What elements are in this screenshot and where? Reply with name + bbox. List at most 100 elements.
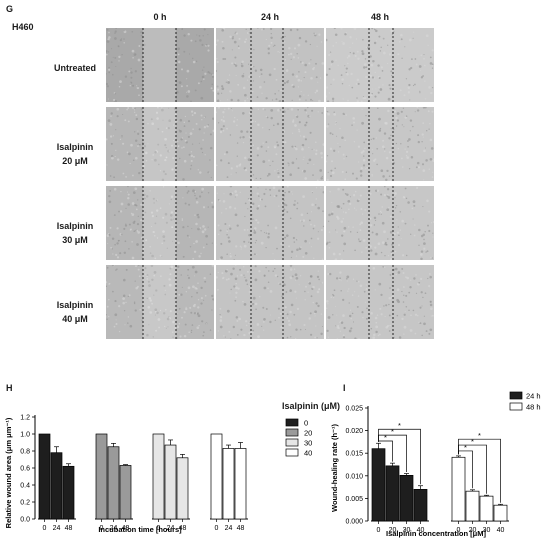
cell-speck [304, 40, 308, 43]
cell-speck [313, 163, 315, 165]
cell-speck [259, 68, 263, 72]
cell-speck [388, 314, 391, 317]
cell-speck [292, 119, 295, 121]
cell-speck [152, 230, 155, 234]
cell-speck [183, 125, 186, 127]
cell-speck [227, 236, 230, 239]
cell-speck [169, 310, 172, 313]
cell-speck [349, 46, 351, 49]
wound-micrograph [326, 107, 434, 181]
cell-speck [229, 35, 232, 39]
cell-speck [312, 67, 315, 71]
cell-speck [230, 107, 232, 110]
cell-speck [267, 287, 269, 290]
cell-speck [136, 222, 140, 226]
cell-speck [127, 196, 130, 200]
cell-speck [407, 91, 411, 94]
cell-speck [255, 308, 257, 311]
cell-speck [209, 159, 211, 161]
cell-speck [328, 92, 331, 94]
cell-speck [359, 284, 363, 288]
cell-speck [110, 246, 112, 249]
cell-speck [411, 207, 414, 210]
cell-speck [431, 64, 434, 67]
cell-speck [425, 159, 428, 162]
cell-speck [336, 135, 338, 137]
cell-speck [321, 281, 324, 284]
chart-h-legend-swatch [285, 418, 299, 427]
cell-speck [406, 156, 409, 159]
cell-speck [229, 192, 233, 196]
cell-speck [139, 308, 142, 311]
cell-speck [393, 88, 395, 90]
cell-speck [329, 174, 333, 178]
cell-speck [401, 267, 404, 270]
cell-speck [430, 256, 432, 259]
cell-speck [201, 75, 205, 79]
cell-speck [231, 62, 234, 65]
cell-speck [304, 63, 307, 67]
cell-speck [161, 107, 163, 109]
cell-speck [189, 306, 192, 309]
cell-speck [300, 61, 302, 63]
cell-speck [224, 57, 227, 61]
cell-speck [119, 39, 122, 42]
cell-speck [243, 266, 245, 268]
cell-speck [295, 279, 297, 281]
cell-speck [365, 284, 367, 286]
cell-speck [211, 205, 214, 209]
cell-speck [106, 164, 108, 166]
cell-speck [363, 290, 366, 293]
cell-speck [327, 303, 329, 305]
cell-speck [149, 311, 153, 314]
cell-speck [356, 231, 359, 234]
cell-speck [379, 307, 382, 310]
cell-speck [378, 129, 382, 132]
cell-speck [235, 165, 239, 168]
cell-speck [428, 86, 431, 89]
cell-speck [265, 232, 268, 234]
cell-speck [431, 49, 434, 52]
cell-speck [302, 195, 305, 198]
cell-speck [291, 145, 294, 148]
chart-h-ytick-label: 0.4 [20, 483, 30, 490]
cell-speck [280, 37, 283, 40]
cell-speck [304, 252, 308, 255]
cell-speck [406, 140, 409, 142]
cell-speck [187, 190, 190, 193]
cell-speck [419, 69, 421, 71]
cell-speck [254, 69, 258, 72]
cell-speck [389, 324, 391, 327]
cell-speck [429, 328, 433, 332]
cell-speck [310, 223, 312, 226]
cell-speck [250, 211, 253, 214]
cell-speck [235, 265, 237, 266]
cell-speck [326, 95, 328, 98]
cell-speck [432, 159, 434, 163]
cell-speck [378, 86, 381, 89]
chart-i-xtick-label: 30 [403, 527, 411, 534]
cell-speck [380, 66, 383, 69]
cell-speck [203, 276, 206, 280]
cell-speck [350, 327, 353, 330]
cell-speck [132, 174, 134, 177]
cell-speck [289, 173, 292, 176]
cell-speck [173, 218, 175, 220]
chart-i-xtick-label: 0 [457, 527, 461, 534]
cell-speck [114, 300, 117, 303]
cell-speck [345, 155, 348, 158]
cell-speck [241, 63, 243, 65]
cell-speck [169, 273, 172, 276]
cell-speck [110, 115, 112, 117]
cell-speck [176, 325, 180, 328]
cell-speck [182, 255, 185, 258]
cell-speck [236, 142, 239, 144]
wound-gap [143, 186, 176, 260]
cell-speck [219, 130, 223, 134]
cell-speck [153, 274, 156, 277]
cell-texture [326, 186, 434, 260]
chart-i-significance-star: * [464, 443, 467, 452]
cell-speck [407, 145, 409, 148]
cell-speck [295, 276, 299, 280]
cell-speck [115, 66, 117, 67]
